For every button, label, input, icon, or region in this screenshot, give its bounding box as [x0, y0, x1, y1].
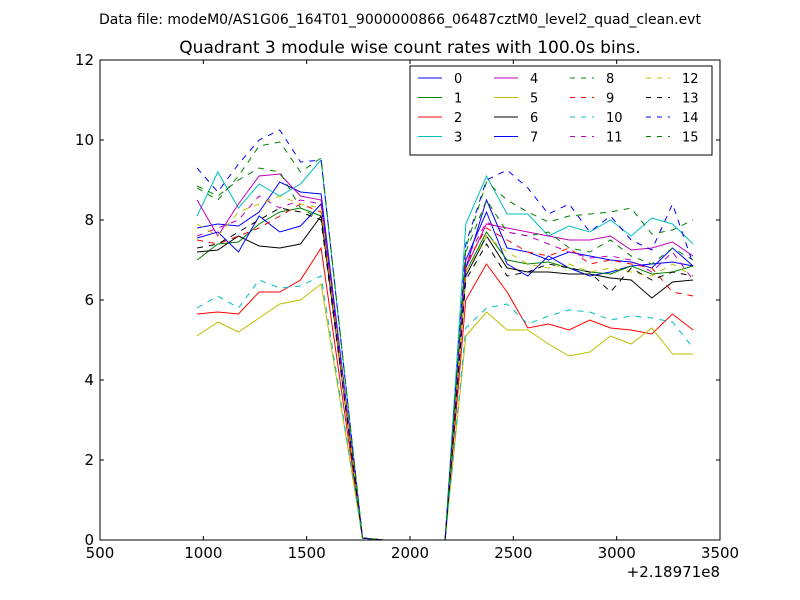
legend-label-13: 13	[682, 92, 699, 107]
series-line-3	[196, 158, 694, 541]
y-tick-label: 8	[84, 211, 94, 229]
y-tick-label: 0	[84, 531, 94, 549]
legend-label-14: 14	[682, 111, 699, 126]
legend-label-10: 10	[606, 111, 623, 126]
x-tick-label: 1000	[184, 544, 222, 562]
legend-label-11: 11	[606, 131, 623, 146]
series-line-11	[196, 195, 694, 541]
x-tick-label: 2500	[494, 544, 532, 562]
legend-label-9: 9	[606, 92, 614, 107]
series-line-10	[196, 275, 694, 541]
x-offset-label: +2.18971e8	[627, 563, 720, 581]
y-tick-label: 12	[75, 51, 94, 69]
chart-title: Quadrant 3 module wise count rates with …	[179, 38, 640, 58]
x-tick-label: 1500	[288, 544, 326, 562]
legend-label-3: 3	[454, 131, 462, 146]
y-tick-label: 2	[84, 451, 94, 469]
series-line-15	[196, 141, 694, 541]
legend-label-6: 6	[530, 111, 538, 126]
legend-label-1: 1	[454, 92, 462, 107]
suptitle: Data file: modeM0/AS1G06_164T01_90000008…	[99, 12, 701, 28]
x-tick-label: 2000	[391, 544, 429, 562]
x-tick-label: 3500	[701, 544, 739, 562]
x-tick-label: 3000	[598, 544, 636, 562]
series-line-12	[196, 195, 694, 541]
legend-label-7: 7	[530, 131, 538, 146]
y-tick-label: 6	[84, 291, 94, 309]
legend-label-15: 15	[682, 131, 699, 146]
legend-label-12: 12	[682, 72, 699, 87]
legend-label-0: 0	[454, 72, 462, 87]
series-line-14	[196, 129, 694, 541]
series-line-5	[196, 283, 694, 541]
legend-box	[409, 65, 713, 156]
y-tick-label: 4	[84, 371, 94, 389]
x-tick-label: 500	[86, 544, 115, 562]
legend-label-4: 4	[530, 72, 538, 87]
y-tick-label: 10	[75, 131, 94, 149]
series-line-13	[197, 207, 694, 541]
series-line-2	[197, 246, 694, 541]
legend-label-2: 2	[454, 111, 462, 126]
legend-label-8: 8	[606, 72, 614, 87]
series-layer	[196, 129, 694, 541]
legend-label-5: 5	[530, 92, 538, 107]
